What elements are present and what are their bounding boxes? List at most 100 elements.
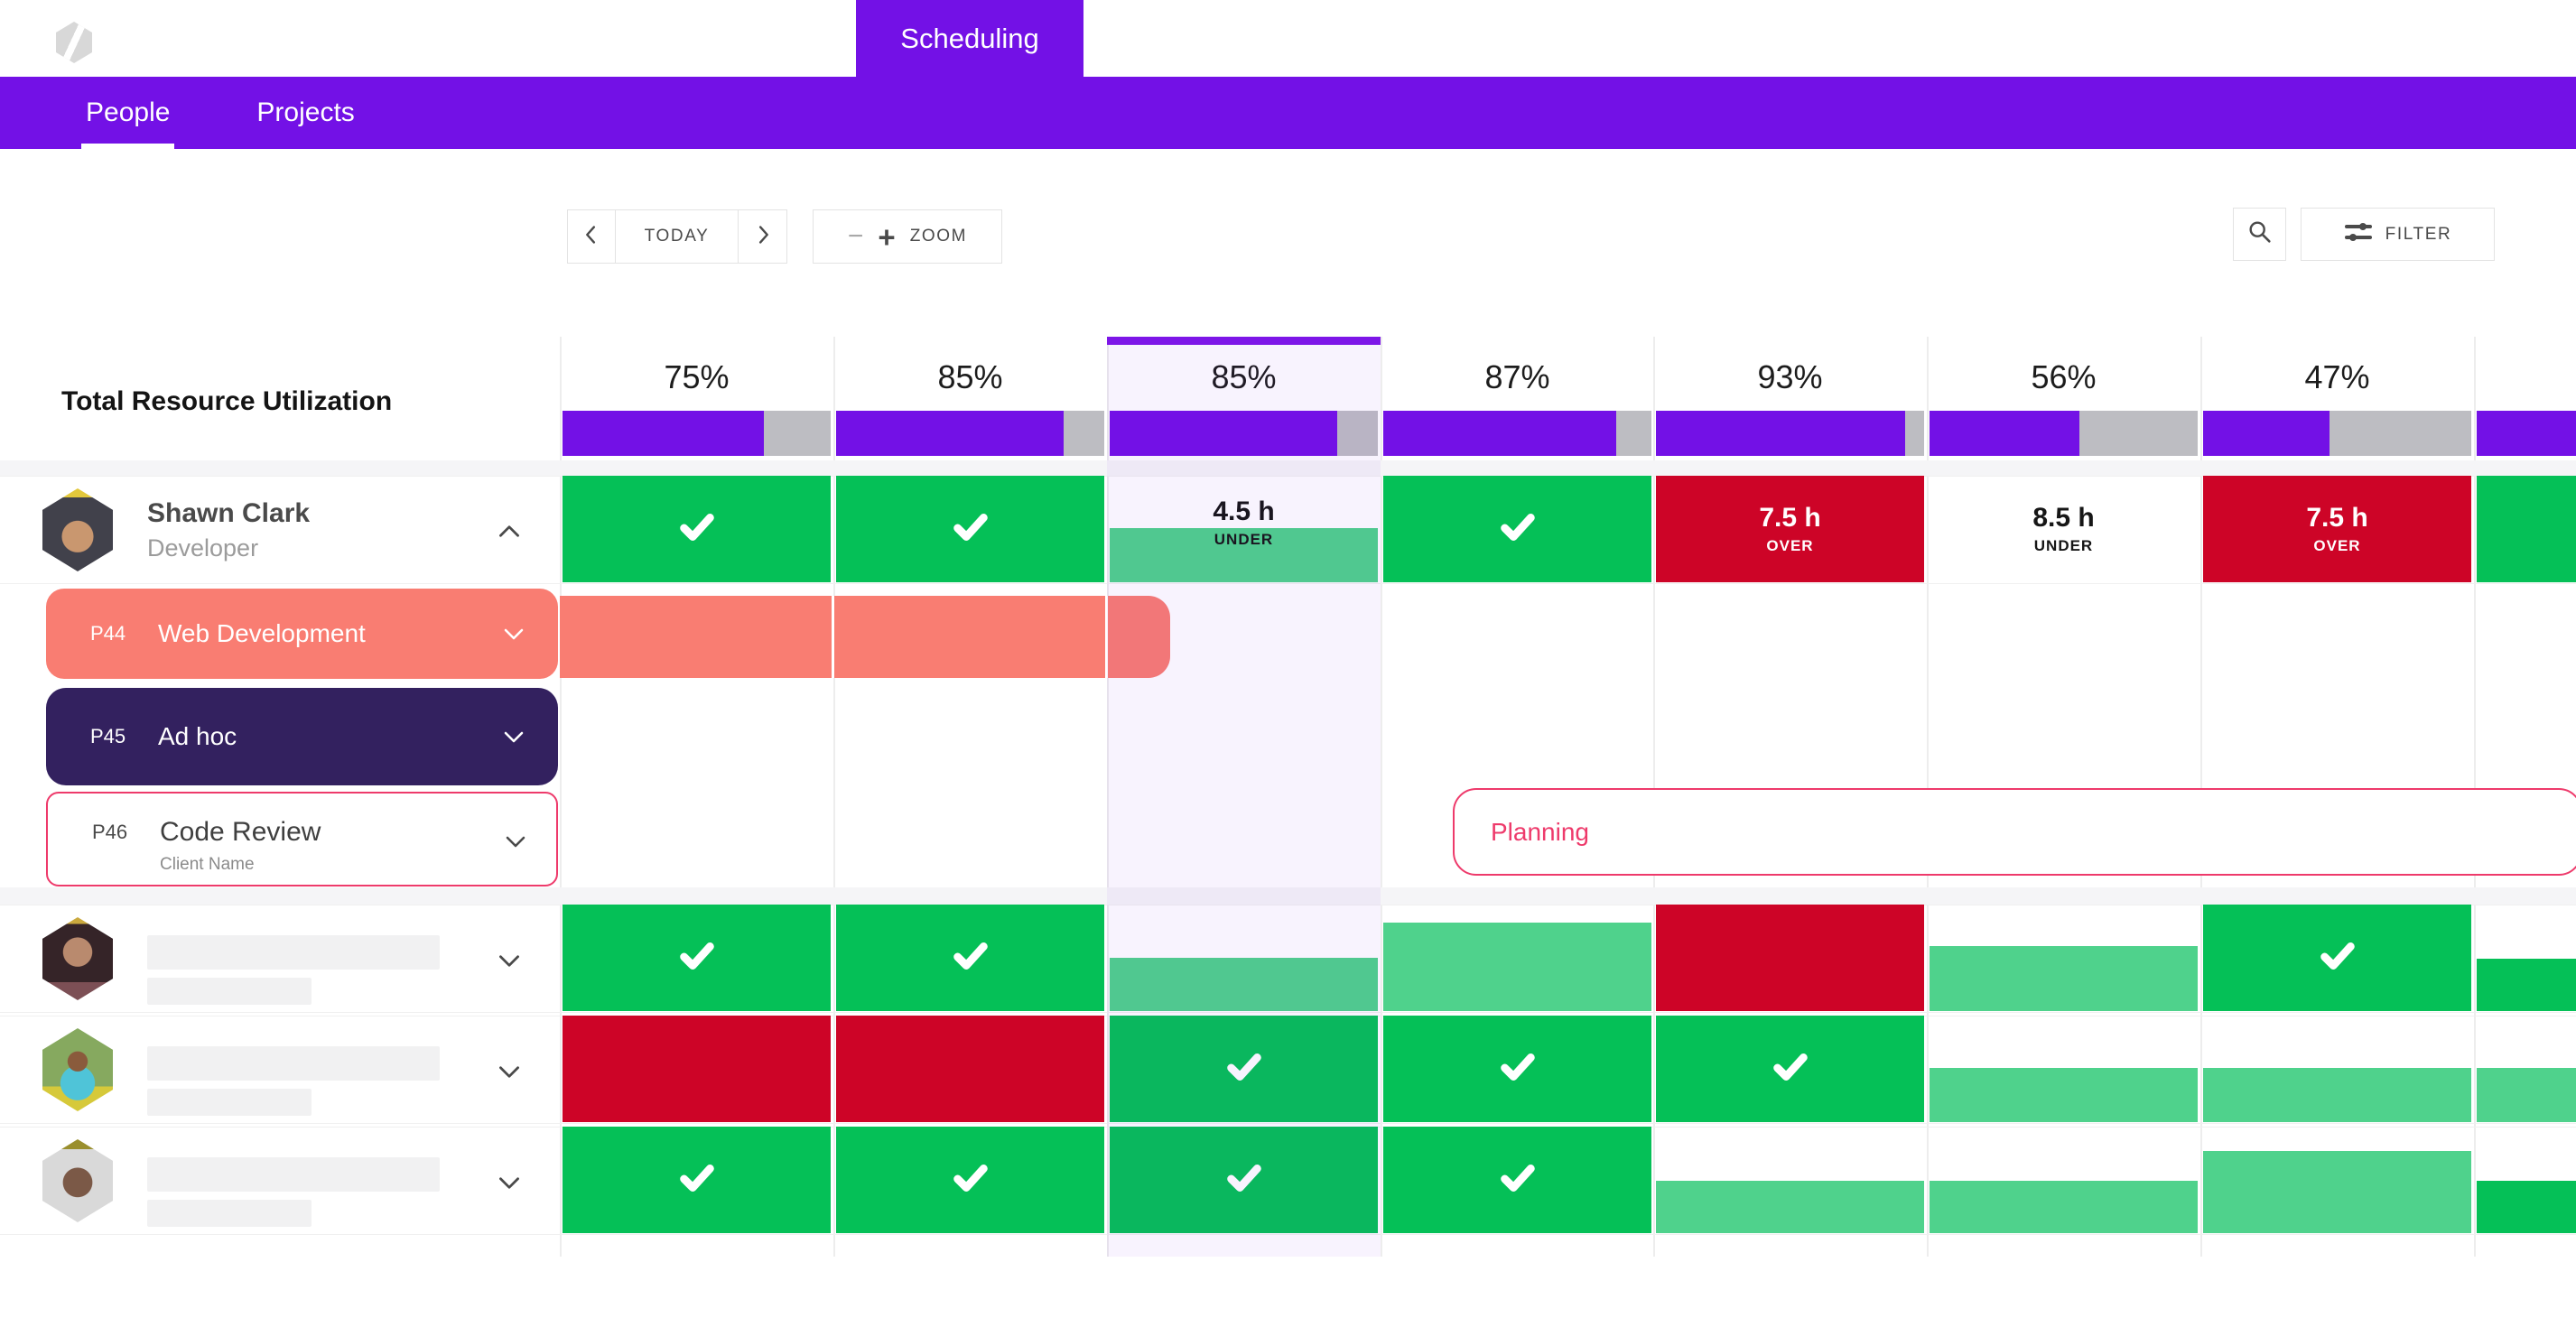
utilization-column-4: 87% bbox=[1381, 337, 1654, 460]
utilization-fill bbox=[2477, 959, 2576, 1011]
grid-column-line bbox=[833, 337, 835, 1257]
schedule-cell[interactable] bbox=[2203, 1016, 2471, 1122]
collapse-chevron-up-icon[interactable] bbox=[494, 516, 525, 552]
project-pill-p44[interactable]: P44 Web Development bbox=[46, 589, 558, 679]
utilization-bar-fill bbox=[1110, 411, 1338, 456]
utilization-bar bbox=[1656, 411, 1924, 456]
utilization-column-5: 93% bbox=[1653, 337, 1927, 460]
grid-column-line bbox=[832, 596, 834, 678]
grid-column-line bbox=[1105, 596, 1108, 678]
schedule-cell[interactable] bbox=[1110, 1127, 1378, 1233]
next-button[interactable] bbox=[739, 209, 787, 264]
utilization-fill bbox=[1110, 527, 1378, 582]
utilization-bar-fill bbox=[563, 411, 764, 456]
utilization-column-7: 47% bbox=[2200, 337, 2474, 460]
schedule-cell[interactable] bbox=[1110, 905, 1378, 1011]
utilization-percent: 56% bbox=[2031, 358, 2097, 395]
project-pill-p45[interactable]: P45 Ad hoc bbox=[46, 688, 558, 785]
project-timeline-bar-p44[interactable] bbox=[560, 596, 1170, 678]
tab-scheduling-label: Scheduling bbox=[900, 22, 1039, 54]
search-button[interactable] bbox=[2233, 208, 2286, 261]
schedule-cell[interactable]: 4.5 h UNDER bbox=[1110, 476, 1378, 582]
utilization-fill bbox=[2203, 1151, 2471, 1233]
chevron-left-icon bbox=[578, 221, 605, 253]
schedule-cell[interactable] bbox=[2203, 1127, 2471, 1233]
schedule-cell[interactable] bbox=[836, 905, 1104, 1011]
avatar bbox=[42, 1139, 113, 1222]
expand-chevron-down-icon[interactable] bbox=[494, 945, 525, 980]
schedule-cell[interactable] bbox=[1383, 905, 1651, 1011]
schedule-cell[interactable] bbox=[2477, 1016, 2576, 1122]
project-pill-p46[interactable]: P46 Code Review Client Name bbox=[46, 792, 558, 886]
hours-status: UNDER bbox=[2033, 537, 2094, 554]
nav-tab-projects[interactable]: Projects bbox=[256, 77, 354, 149]
schedule-cell[interactable] bbox=[836, 1016, 1104, 1122]
grid-column-line bbox=[1381, 337, 1382, 1257]
avatar bbox=[42, 917, 113, 1000]
schedule-cell[interactable] bbox=[2477, 905, 2576, 1011]
utilization-bar-fill bbox=[1656, 411, 1906, 456]
schedule-cell[interactable] bbox=[1656, 1127, 1924, 1233]
tab-scheduling[interactable]: Scheduling bbox=[856, 0, 1083, 77]
schedule-cell[interactable] bbox=[1930, 1127, 2198, 1233]
hours-status: UNDER bbox=[1214, 531, 1274, 548]
project-name: Web Development bbox=[158, 619, 366, 647]
utilization-percent: 85% bbox=[1211, 358, 1277, 395]
utilization-percent: 87% bbox=[1484, 358, 1550, 395]
today-button[interactable]: TODAY bbox=[616, 209, 739, 264]
project-expand-chevron-down-icon[interactable] bbox=[499, 619, 528, 653]
check-icon bbox=[2317, 935, 2358, 981]
project-expand-chevron-down-icon[interactable] bbox=[499, 722, 528, 756]
schedule-cell[interactable] bbox=[1656, 905, 1924, 1011]
planning-allocation[interactable]: Planning bbox=[1453, 788, 2576, 876]
person-name: Shawn Clark bbox=[147, 498, 311, 528]
schedule-cell[interactable]: 7.5 h OVER bbox=[1656, 476, 1924, 582]
today-label: TODAY bbox=[644, 227, 710, 246]
schedule-cell[interactable] bbox=[563, 1127, 831, 1233]
schedule-cell[interactable] bbox=[563, 476, 831, 582]
schedule-cell[interactable] bbox=[836, 476, 1104, 582]
filter-button[interactable]: FILTER bbox=[2301, 208, 2495, 261]
schedule-cell[interactable] bbox=[1656, 1016, 1924, 1122]
schedule-cell[interactable] bbox=[2477, 1127, 2576, 1233]
utilization-bar bbox=[563, 411, 831, 456]
schedule-cell[interactable]: 7.5 h OVER bbox=[2203, 476, 2471, 582]
prev-button[interactable] bbox=[567, 209, 616, 264]
schedule-cell[interactable] bbox=[563, 905, 831, 1011]
top-bar: Scheduling bbox=[0, 0, 2576, 77]
nav-tab-people[interactable]: People bbox=[81, 77, 175, 149]
check-icon bbox=[1223, 1046, 1265, 1092]
zoom-in-button[interactable]: + bbox=[878, 219, 896, 254]
hours-value: 7.5 h bbox=[2306, 503, 2368, 533]
schedule-cell[interactable]: 8.5 h UNDER bbox=[1930, 476, 2198, 582]
schedule-cell[interactable] bbox=[1383, 1127, 1651, 1233]
person-row-2 bbox=[0, 905, 2576, 1013]
schedule-cell[interactable] bbox=[563, 1016, 831, 1122]
schedule-cell[interactable] bbox=[1110, 1016, 1378, 1122]
schedule-cell[interactable] bbox=[836, 1127, 1104, 1233]
avatar bbox=[42, 488, 113, 571]
hours-text: 4.5 h UNDER bbox=[1110, 476, 1378, 570]
row-separator-band bbox=[0, 887, 2576, 905]
schedule-cell[interactable] bbox=[1383, 1016, 1651, 1122]
hours-status: OVER bbox=[1766, 537, 1814, 554]
schedule-cell[interactable] bbox=[1383, 476, 1651, 582]
filter-sliders-icon bbox=[2344, 218, 2373, 251]
expand-chevron-down-icon[interactable] bbox=[494, 1056, 525, 1091]
schedule-cell[interactable] bbox=[1930, 905, 2198, 1011]
schedule-cell[interactable] bbox=[2203, 905, 2471, 1011]
hours-text: 8.5 h UNDER bbox=[1930, 476, 2198, 582]
schedule-cell[interactable] bbox=[1930, 1016, 2198, 1122]
chevron-right-icon bbox=[749, 221, 777, 253]
zoom-out-button[interactable]: − bbox=[847, 221, 864, 251]
utilization-fill bbox=[1383, 923, 1651, 1011]
utilization-percent: 75% bbox=[664, 358, 730, 395]
check-icon bbox=[676, 1157, 718, 1203]
hours-value: 8.5 h bbox=[2032, 503, 2095, 533]
hours-value: 7.5 h bbox=[1759, 503, 1821, 533]
expand-chevron-down-icon[interactable] bbox=[494, 1167, 525, 1202]
schedule-cell[interactable] bbox=[2477, 476, 2576, 582]
project-expand-chevron-down-icon[interactable] bbox=[501, 827, 530, 860]
utilization-bar bbox=[1110, 411, 1378, 456]
project-id: P45 bbox=[90, 725, 126, 747]
